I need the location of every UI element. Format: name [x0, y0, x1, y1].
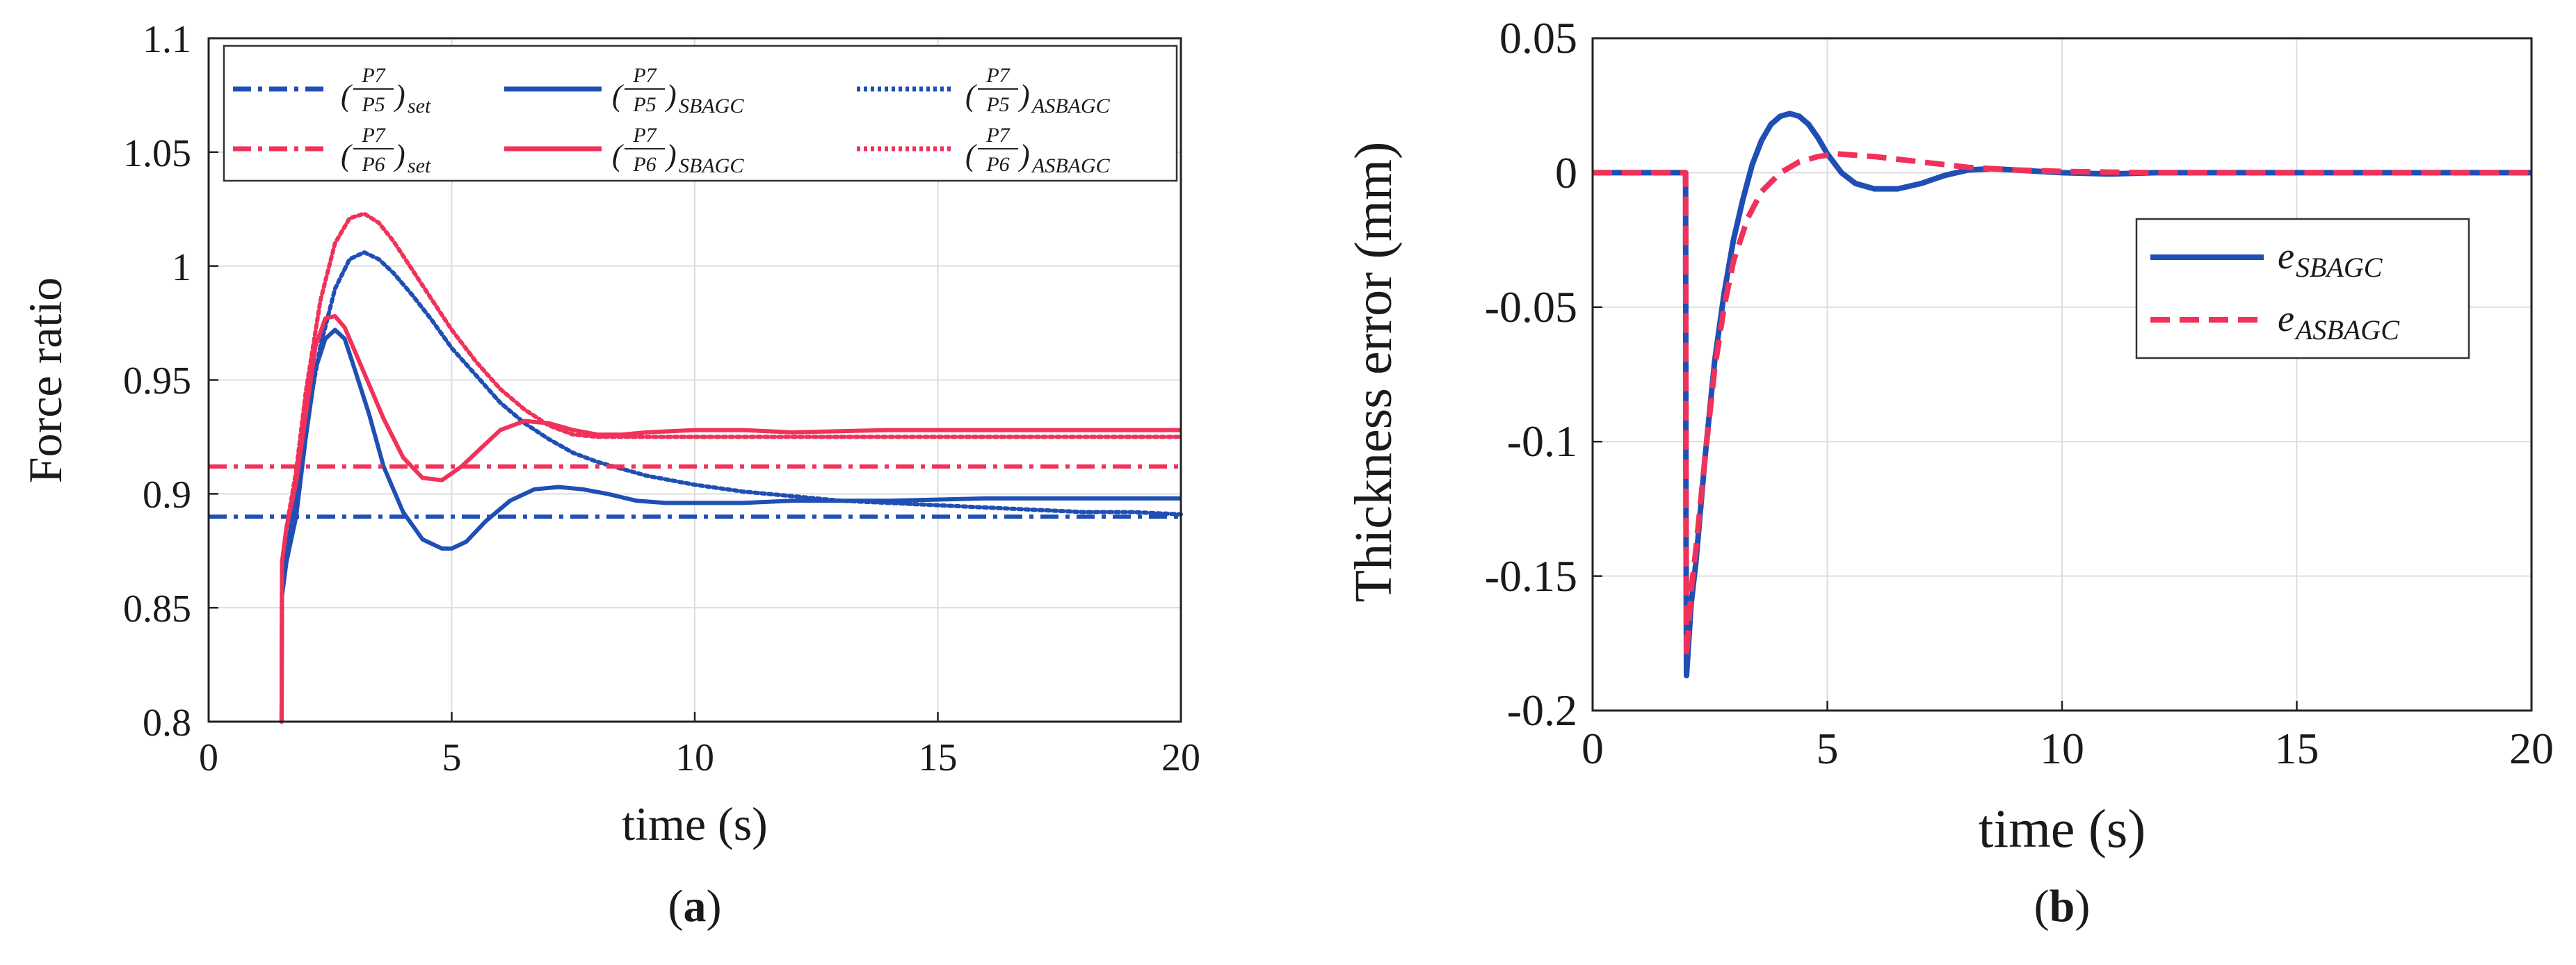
legend-subscript: ASBAGC [2294, 314, 2400, 346]
panel-a-legend-swatches [233, 86, 954, 152]
panel-a-label: (a) [668, 881, 722, 932]
panel-a-x-tick-label: 20 [1161, 736, 1200, 779]
legend-fraction-denominator: P5 [985, 93, 1009, 116]
panel-b-plot-frame [1591, 37, 2533, 712]
panel-a-x-ticks: 0 5 10 15 20 [199, 736, 1200, 779]
panel-b-y-tick-label: -0.15 [1485, 551, 1577, 601]
panel-b-x-tick-label: 0 [1581, 724, 1604, 773]
series-line-e-asbagc [1593, 151, 2531, 660]
legend-subscript: set [408, 154, 431, 177]
legend-entry-p7-p6-asbagc: ( P7 P6 ) ASBAGC [965, 124, 1111, 177]
legend-entry-p7-p5-sbagc: ( P7 P5 ) SBAGC [612, 64, 744, 117]
panel-b-x-tick-label: 10 [2040, 724, 2084, 773]
legend-paren-open: ( [612, 138, 624, 172]
panel-a-x-tick-label: 5 [442, 736, 462, 779]
panel-a-x-tick-label: 15 [919, 736, 958, 779]
legend-subscript: SBAGC [679, 154, 744, 177]
panel-b-y-tick-label: 0.05 [1499, 13, 1577, 63]
legend-paren-close: ) [664, 79, 677, 113]
legend-paren-open: ( [965, 138, 977, 172]
series-line-p7-p6-sbagc [279, 314, 1181, 722]
legend-paren-close: ) [393, 138, 405, 172]
panel-a-x-tick-label: 0 [199, 736, 218, 779]
panel-b-chart: 0 5 10 15 20 -0.2 -0.15 -0.1 -0.05 0 0.0… [1344, 13, 2554, 932]
legend-fraction-denominator: P6 [985, 153, 1009, 176]
legend-entry-p7-p5-asbagc: ( P7 P5 ) ASBAGC [965, 64, 1111, 117]
legend-subscript: SBAGC [679, 95, 744, 117]
legend-subscript: ASBAGC [1031, 95, 1111, 117]
panel-a-y-axis-label: Force ratio [19, 277, 72, 483]
panel-a-series-group [209, 211, 1183, 724]
legend-fraction-numerator: P7 [985, 124, 1011, 147]
legend-fraction-denominator: P5 [632, 93, 656, 116]
panel-b-x-tick-label: 5 [1817, 724, 1839, 773]
panel-a-x-axis-label: time (s) [622, 797, 768, 850]
panel-b-y-ticks: -0.2 -0.15 -0.1 -0.05 0 0.05 [1485, 13, 1577, 735]
panel-a-y-tick-label: 0.9 [143, 473, 191, 517]
panel-a-plot-frame [207, 37, 1182, 723]
legend-paren-open: ( [341, 79, 353, 113]
legend-paren-open: ( [341, 138, 353, 172]
legend-fraction-denominator: P6 [632, 153, 656, 176]
legend-paren-open: ( [612, 79, 624, 113]
legend-subscript: ASBAGC [1031, 154, 1111, 177]
legend-base: e [2278, 235, 2294, 277]
legend-subscript: SBAGC [2296, 252, 2383, 283]
legend-paren-close: ) [1017, 79, 1030, 113]
series-line-p7-p6-asbagc [279, 211, 1183, 724]
legend-entry-p7-p6-set: ( P7 P6 ) set [341, 124, 431, 177]
legend-entry-p7-p5-set: ( P7 P5 ) set [341, 64, 431, 117]
panel-b-legend: e SBAGC e ASBAGC [2135, 218, 2470, 359]
panel-a-y-tick-label: 0.85 [123, 587, 191, 631]
panel-b-legend-box [2135, 218, 2470, 359]
panel-a-chart: 0 5 10 15 20 0.8 0.85 0.9 0.95 1 1.05 1.… [19, 18, 1200, 932]
panel-b-y-tick-label: 0 [1555, 148, 1577, 197]
legend-base: e [2278, 298, 2294, 339]
panel-b-legend-swatches [2150, 254, 2264, 323]
panel-b-label: (b) [2034, 881, 2091, 932]
legend-entry-p7-p6-sbagc: ( P7 P6 ) SBAGC [612, 124, 744, 177]
legend-paren-open: ( [965, 79, 977, 113]
legend-fraction-numerator: P7 [361, 64, 386, 87]
panel-b-y-tick-label: -0.1 [1507, 416, 1577, 466]
legend-fraction-numerator: P7 [361, 124, 386, 147]
legend-paren-close: ) [1017, 138, 1030, 172]
legend-fraction-denominator: P5 [361, 93, 385, 116]
panel-a-y-tick-label: 1.05 [123, 132, 191, 175]
panel-b-y-axis-label: Thickness error (mm) [1344, 142, 1403, 603]
legend-fraction-denominator: P6 [361, 153, 385, 176]
legend-fraction-numerator: P7 [632, 64, 657, 87]
panel-a-y-tick-label: 0.8 [143, 702, 191, 745]
legend-entry-e-asbagc: e ASBAGC [2278, 298, 2400, 346]
panel-b-x-tick-label: 15 [2275, 724, 2319, 773]
legend-fraction-numerator: P7 [985, 64, 1011, 87]
panel-b-series-group [1593, 111, 2531, 679]
panel-a-y-tick-label: 1 [172, 246, 191, 289]
panel-b-y-tick-label: -0.2 [1507, 686, 1577, 735]
panel-a-y-tick-label: 0.95 [123, 359, 191, 403]
panel-b-x-tick-label: 20 [2509, 724, 2554, 773]
panel-a-x-tick-label: 10 [675, 736, 714, 779]
panel-a-y-tick-label: 1.1 [143, 18, 191, 61]
panel-a-y-ticks: 0.8 0.85 0.9 0.95 1 1.05 1.1 [123, 18, 191, 745]
panel-b-x-ticks: 0 5 10 15 20 [1581, 724, 2554, 773]
panel-b-y-tick-label: -0.05 [1485, 282, 1577, 332]
legend-entry-e-sbagc: e SBAGC [2278, 235, 2383, 283]
legend-subscript: set [408, 95, 431, 117]
legend-paren-close: ) [664, 138, 677, 172]
panel-a-legend-box [223, 44, 1178, 182]
panel-b-x-axis-label: time (s) [1979, 798, 2146, 859]
legend-paren-close: ) [393, 79, 405, 113]
panel-a-legend: ( P7 P5 ) set ( P7 P5 ) SBAGC ( P7 [223, 44, 1178, 182]
legend-fraction-numerator: P7 [632, 124, 657, 147]
